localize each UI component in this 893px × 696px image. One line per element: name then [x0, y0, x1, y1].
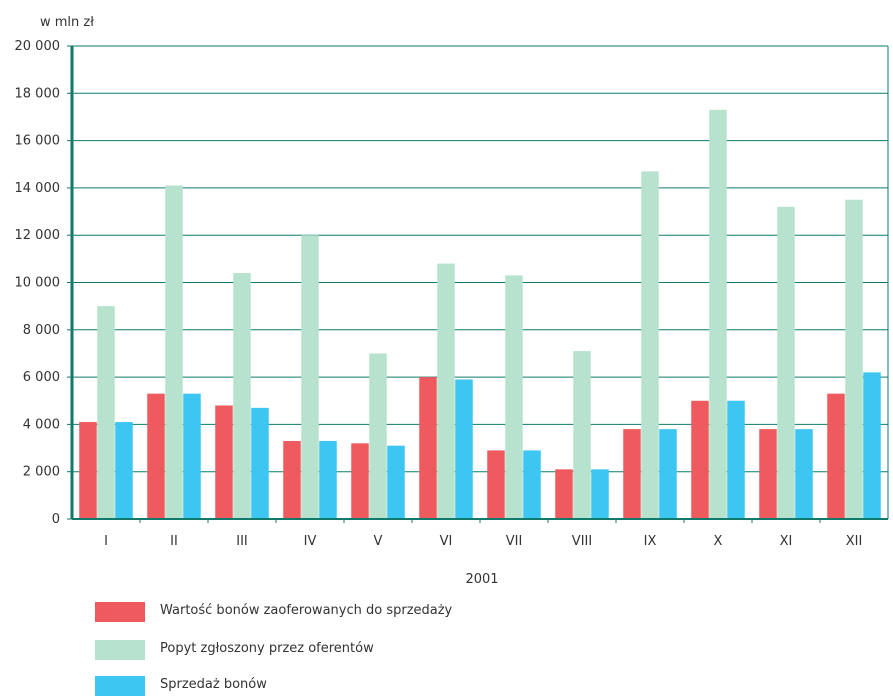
- bars: [79, 109, 881, 519]
- x-tick-label: III: [236, 534, 248, 549]
- bar-offered: [759, 429, 777, 519]
- bar-demand: [233, 273, 251, 519]
- x-tick-label: XI: [780, 534, 793, 549]
- bar-offered: [487, 450, 505, 519]
- bar-offered: [555, 469, 573, 519]
- bar-offered: [691, 400, 709, 519]
- bar-sold: [727, 400, 745, 519]
- bar-offered: [79, 422, 97, 519]
- bar-offered: [623, 429, 641, 519]
- legend-item-sold: Sprzedaż bonów: [95, 676, 515, 696]
- bar-offered: [283, 440, 301, 519]
- y-tick-labels: 0 2 000 4 000 6 000 8 000 10 000 12 000 14 000 1…: [15, 39, 61, 527]
- bar-sold: [659, 429, 677, 519]
- bar-sold: [863, 372, 881, 519]
- bar-demand: [369, 353, 387, 519]
- bar-sold: [591, 469, 609, 519]
- bar-demand: [165, 185, 183, 519]
- y-tick-label: 16 000: [15, 134, 61, 149]
- bar-sold: [115, 422, 133, 519]
- axes: [67, 45, 889, 523]
- bar-demand: [845, 199, 863, 519]
- bar-offered: [827, 393, 845, 519]
- x-tick-label: V: [374, 534, 383, 549]
- legend-swatch-demand: [95, 640, 145, 660]
- x-tick-label: VII: [506, 534, 523, 549]
- bar-offered: [351, 443, 369, 519]
- legend-swatch-sold: [95, 676, 145, 696]
- bar-sold: [251, 407, 269, 519]
- bar-demand: [505, 275, 523, 519]
- x-tick-label: VIII: [572, 534, 592, 549]
- y-tick-label: 10 000: [15, 276, 61, 291]
- bar-offered: [419, 377, 437, 519]
- bar-demand: [437, 263, 455, 519]
- y-unit-label: w mln zł: [40, 15, 94, 30]
- x-axis-label: 2001: [465, 572, 498, 587]
- x-tick-label: VI: [440, 534, 453, 549]
- y-tick-label: 20 000: [15, 39, 61, 54]
- gridlines: [72, 45, 888, 473]
- y-tick-label: 18 000: [15, 86, 61, 101]
- y-tick-label: 14 000: [15, 181, 61, 196]
- bar-sold: [455, 379, 473, 519]
- y-tick-label: 0: [52, 512, 60, 527]
- x-tick-labels: I II III IV V VI VII VIII IX X XI XII: [104, 534, 862, 549]
- legend-item-offered: Wartość bonów zaoferowanych do sprzedaży: [95, 602, 515, 622]
- x-tick-label: IX: [644, 534, 657, 549]
- bar-sold: [795, 429, 813, 519]
- bar-demand: [777, 206, 795, 519]
- legend-label-sold: Sprzedaż bonów: [160, 677, 267, 692]
- bar-sold: [387, 445, 405, 519]
- y-tick-label: 4 000: [23, 417, 60, 432]
- y-tick-label: 2 000: [23, 465, 60, 480]
- bar-offered: [215, 405, 233, 519]
- bar-sold: [319, 440, 337, 519]
- bar-offered: [147, 393, 165, 519]
- chart: w mln zł 0 2 000 4 000 6 000 8 000 10 000 12 0…: [15, 15, 889, 587]
- bar-demand: [97, 306, 115, 519]
- x-tick-label: IV: [304, 534, 317, 549]
- bar-sold: [183, 393, 201, 519]
- x-tick-label: II: [170, 534, 178, 549]
- bar-demand: [301, 235, 319, 519]
- y-tick-label: 8 000: [23, 323, 60, 338]
- legend-label-demand: Popyt zgłoszony przez oferentów: [160, 641, 374, 656]
- y-tick-label: 6 000: [23, 370, 60, 385]
- bar-demand: [573, 351, 591, 519]
- x-tick-label: I: [104, 534, 108, 549]
- legend-label-offered: Wartość bonów zaoferowanych do sprzedaży: [160, 603, 453, 618]
- bar-demand: [709, 109, 727, 519]
- bar-demand: [641, 171, 659, 519]
- y-tick-label: 12 000: [15, 228, 61, 243]
- x-tick-label: XII: [846, 534, 863, 549]
- legend-swatch-offered: [95, 602, 145, 622]
- legend-item-demand: Popyt zgłoszony przez oferentów: [95, 640, 515, 660]
- bar-sold: [523, 450, 541, 519]
- x-tick-label: X: [714, 534, 723, 549]
